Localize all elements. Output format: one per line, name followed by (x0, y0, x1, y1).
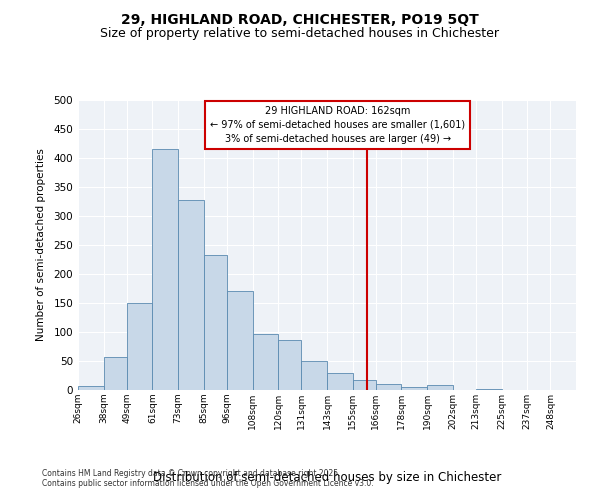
Bar (253, 334, 278, 390)
X-axis label: Distribution of semi-detached houses by size in Chichester: Distribution of semi-detached houses by … (153, 471, 501, 484)
Bar (427, 386, 452, 390)
Text: 29, HIGHLAND ROAD, CHICHESTER, PO19 5QT: 29, HIGHLAND ROAD, CHICHESTER, PO19 5QT (121, 12, 479, 26)
Bar (127, 303, 152, 390)
Text: Contains public sector information licensed under the Open Government Licence v3: Contains public sector information licen… (42, 478, 374, 488)
Text: Size of property relative to semi-detached houses in Chichester: Size of property relative to semi-detach… (101, 28, 499, 40)
Bar (104, 357, 127, 390)
Bar (227, 292, 253, 390)
Y-axis label: Number of semi-detached properties: Number of semi-detached properties (37, 148, 46, 342)
Bar (203, 255, 227, 390)
Bar (78, 386, 104, 390)
Bar (376, 384, 401, 390)
Text: Contains HM Land Registry data © Crown copyright and database right 2025.: Contains HM Land Registry data © Crown c… (42, 468, 341, 477)
Bar (327, 372, 353, 390)
Bar (178, 200, 203, 390)
Bar (353, 380, 376, 390)
Text: 29 HIGHLAND ROAD: 162sqm
← 97% of semi-detached houses are smaller (1,601)
3% of: 29 HIGHLAND ROAD: 162sqm ← 97% of semi-d… (210, 106, 465, 144)
Bar (301, 361, 327, 390)
Bar (152, 150, 178, 390)
Bar (278, 340, 301, 390)
Bar (401, 387, 427, 390)
Bar (476, 389, 502, 390)
